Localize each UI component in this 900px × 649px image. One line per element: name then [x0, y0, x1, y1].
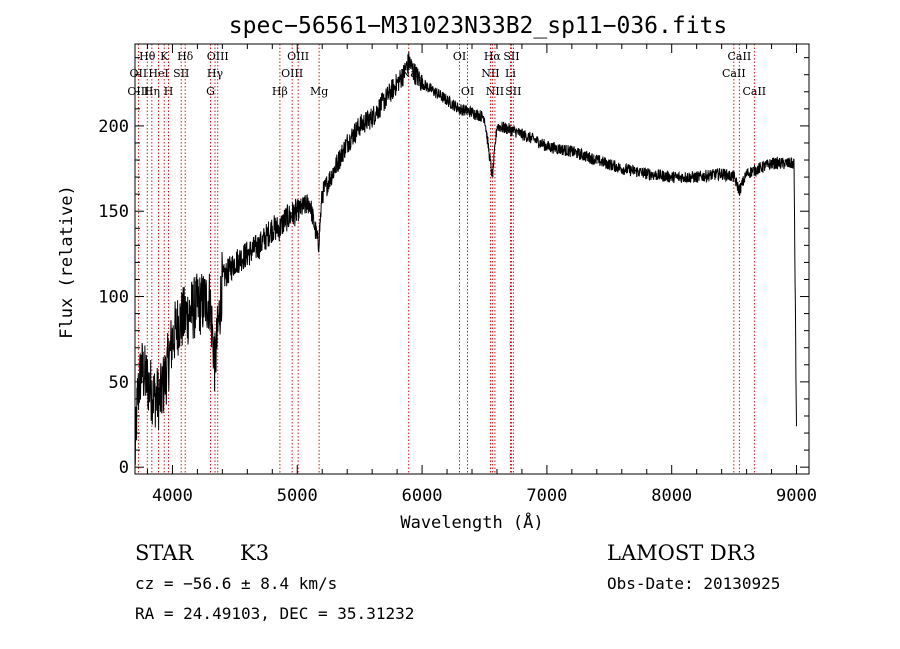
y-tick-label: 100 — [98, 288, 129, 308]
line-marker-label: Hδ — [177, 50, 194, 63]
line-marker-label: Mg — [310, 85, 328, 98]
x-axis-label: Wavelength (Å) — [400, 511, 543, 533]
object-subclass: K3 — [240, 541, 269, 565]
redshift-value: cz = −56.6 ± 8.4 km/s — [135, 574, 337, 593]
x-tick-label: 5000 — [277, 486, 318, 506]
line-marker-label: OII — [130, 67, 148, 80]
x-tick-label: 4000 — [152, 486, 193, 506]
line-marker-label: OIII — [281, 67, 303, 80]
survey-name: LAMOST DR3 — [607, 541, 756, 565]
x-tick-label: 9000 — [776, 486, 817, 506]
line-marker-label: G — [206, 85, 215, 98]
observation-date: Obs-Date: 20130925 — [607, 574, 780, 593]
line-marker-label: Hθ — [139, 50, 156, 63]
line-marker-label: HeI — [148, 67, 168, 80]
line-marker-label: Hγ — [207, 67, 224, 80]
y-axis-ticks: 0 50 100 150 200 — [98, 57, 809, 478]
line-marker-label: OI — [453, 50, 466, 63]
y-axis-label: Flux (relative) — [57, 185, 77, 339]
y-tick-label: 200 — [98, 117, 129, 137]
object-class: STAR — [135, 541, 194, 565]
line-marker-label: SII — [503, 50, 519, 63]
line-marker-label: OI — [461, 85, 474, 98]
x-tick-label: 8000 — [651, 486, 692, 506]
line-marker-label: OIII — [207, 50, 229, 63]
line-marker-label: Hβ — [272, 85, 288, 98]
coordinates: RA = 24.49103, DEC = 35.31232 — [135, 604, 414, 623]
y-tick-label: 150 — [98, 202, 129, 222]
spectral-line-markers — [137, 44, 755, 474]
line-marker-label: NII — [486, 85, 504, 98]
line-marker-label: Li — [505, 67, 516, 80]
line-marker-label: SII — [173, 67, 189, 80]
line-marker-label: K — [160, 50, 169, 63]
y-tick-label: 50 — [109, 373, 129, 393]
line-marker-label: NII — [481, 67, 499, 80]
line-marker-label: OIII — [287, 50, 309, 63]
line-marker-label: CaII — [728, 50, 752, 63]
chart-title: spec−56561−M31023N33B2_sp11−036.fits — [229, 13, 728, 39]
line-marker-label: Hη — [144, 85, 160, 98]
line-marker-label: SII — [505, 85, 521, 98]
line-marker-label: Hα — [484, 50, 502, 63]
y-tick-label: 0 — [119, 458, 129, 478]
x-axis-ticks: 4000 5000 6000 7000 8000 9000 — [146, 44, 817, 506]
line-marker-label: H — [164, 85, 174, 98]
x-tick-label: 7000 — [526, 486, 567, 506]
spectrum-line — [134, 51, 797, 465]
line-marker-label: CaII — [722, 67, 746, 80]
x-tick-label: 6000 — [402, 486, 443, 506]
line-marker-label: CaII — [742, 85, 766, 98]
